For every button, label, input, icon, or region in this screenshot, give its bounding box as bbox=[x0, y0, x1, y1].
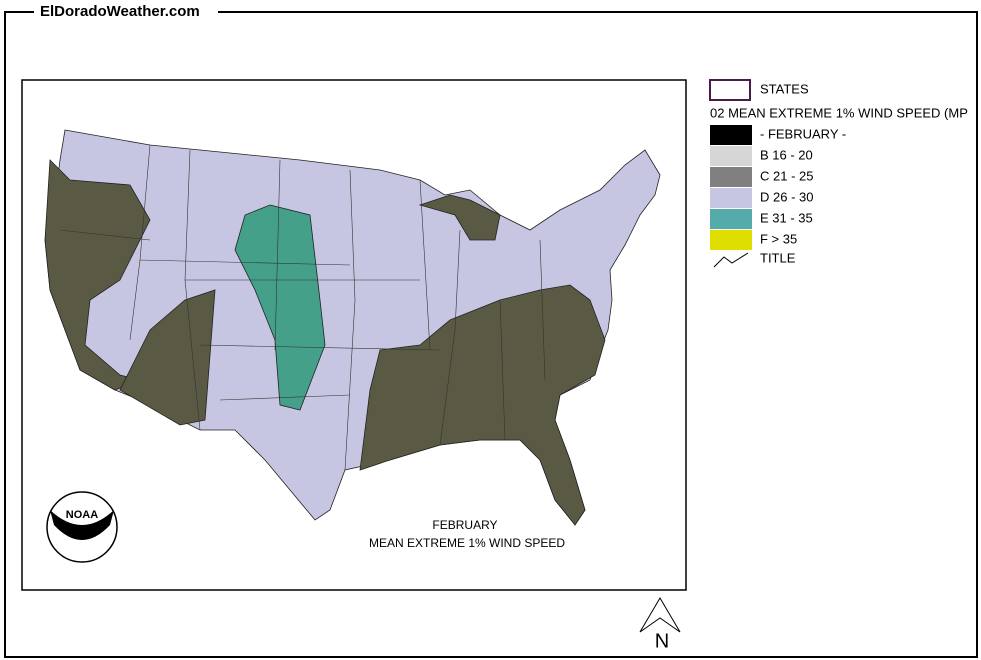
legend-title: TITLE bbox=[760, 250, 796, 265]
legend-label: - FEBRUARY - bbox=[760, 126, 846, 141]
legend-swatch bbox=[710, 125, 752, 145]
region-mi bbox=[418, 194, 501, 241]
logo-bird bbox=[50, 510, 114, 540]
states-swatch bbox=[709, 79, 751, 101]
noaa-logo: NOAA bbox=[46, 491, 118, 563]
region-az bbox=[119, 289, 216, 426]
legend-swatch bbox=[710, 146, 752, 166]
site-title: ElDoradoWeather.com bbox=[40, 3, 200, 20]
region-w bbox=[44, 159, 151, 391]
outer-frame bbox=[4, 11, 978, 658]
north-label: N bbox=[655, 630, 669, 652]
legend-swatch bbox=[710, 167, 752, 187]
legend-label: E 31 - 35 bbox=[760, 210, 813, 225]
header-bg bbox=[34, 4, 218, 22]
legend-swatch bbox=[710, 209, 752, 229]
logo-text: NOAA bbox=[66, 509, 98, 521]
arrow-shape bbox=[639, 597, 681, 633]
legend: STATES 02 MEAN EXTREME 1% WIND SPEED (MP… bbox=[709, 79, 968, 268]
legend-states: STATES bbox=[760, 81, 809, 96]
title-symbol bbox=[713, 252, 749, 268]
state-lines bbox=[59, 144, 546, 471]
legend-label: F > 35 bbox=[760, 231, 797, 246]
legend-label: B 16 - 20 bbox=[760, 147, 813, 162]
legend-label: D 26 - 30 bbox=[760, 189, 813, 204]
us-map bbox=[44, 129, 661, 526]
legend-layer: 02 MEAN EXTREME 1% WIND SPEED (MP bbox=[710, 105, 968, 120]
map-subtitle: MEAN EXTREME 1% WIND SPEED bbox=[369, 536, 565, 550]
map-title: FEBRUARY bbox=[432, 518, 497, 532]
region-e bbox=[234, 204, 326, 411]
north-arrow: N bbox=[639, 597, 681, 652]
legend-swatch bbox=[710, 230, 752, 250]
legend-label: C 21 - 25 bbox=[760, 168, 813, 183]
legend-swatch bbox=[710, 188, 752, 208]
